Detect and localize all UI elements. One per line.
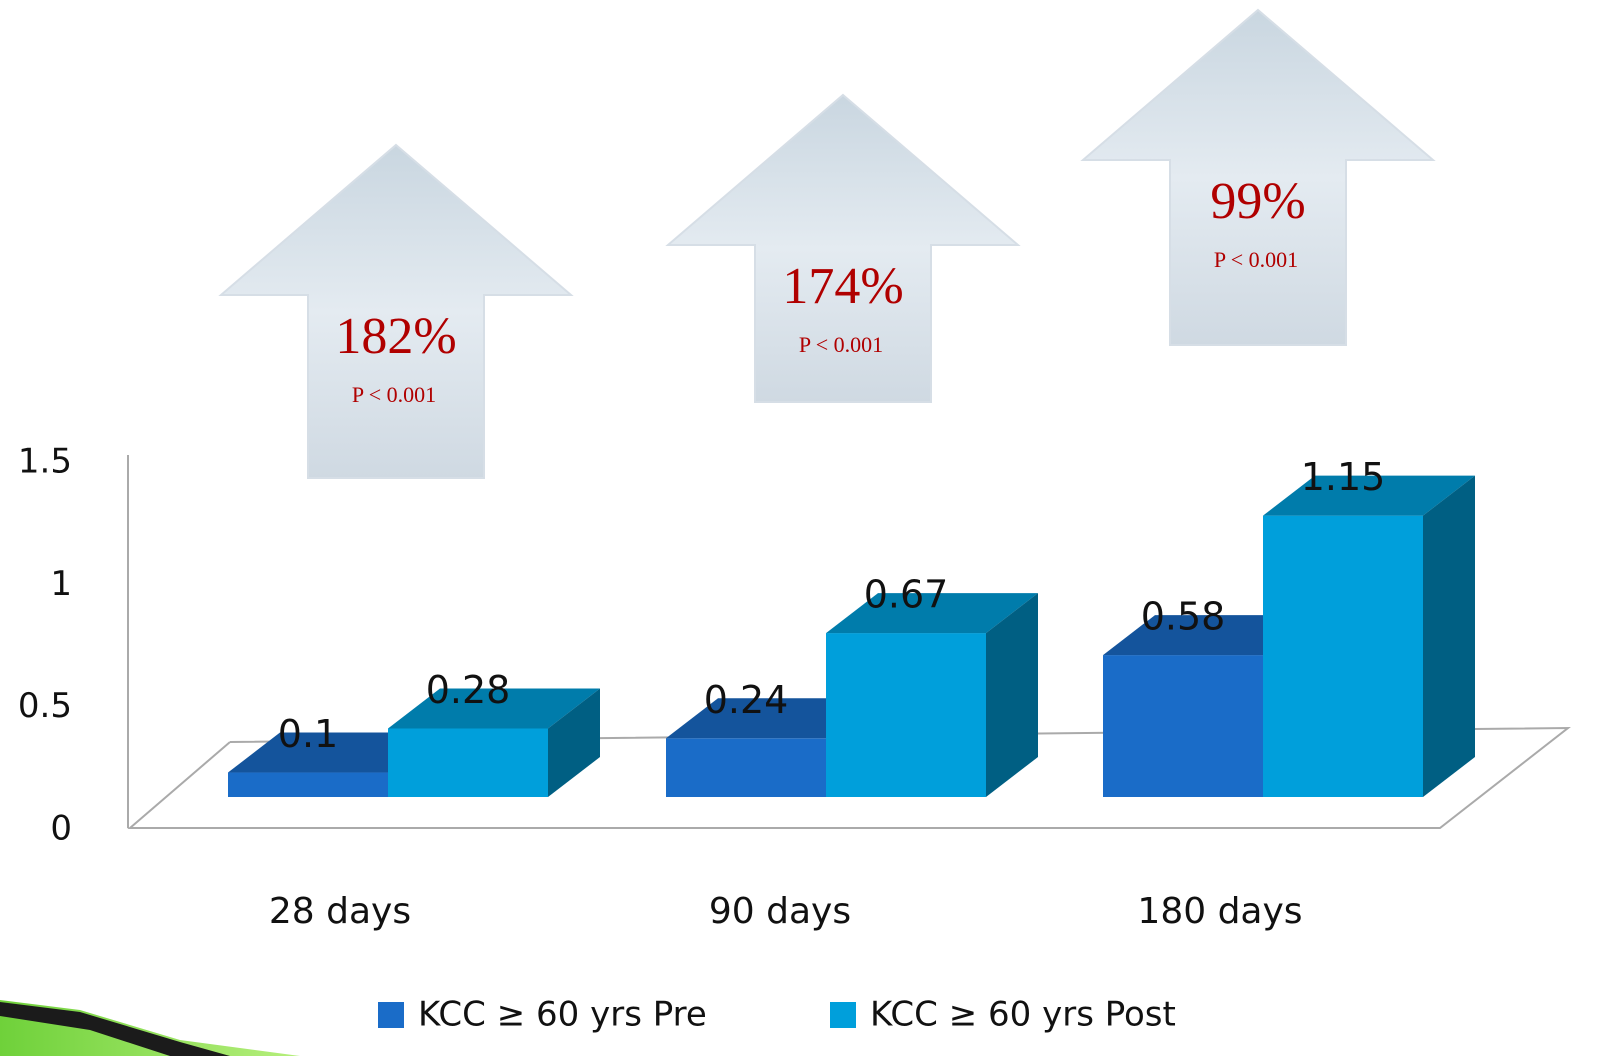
bar [1103, 655, 1263, 797]
legend-swatch [378, 1002, 404, 1028]
bar-side [1423, 475, 1475, 797]
bar-side [548, 688, 600, 797]
decoration [0, 1002, 230, 1056]
y-tick-label: 1 [50, 564, 72, 604]
legend-label: KCC ≥ 60 yrs Pre [418, 995, 707, 1035]
x-tick-label: 28 days [269, 891, 411, 932]
bar-top [826, 593, 1038, 634]
annotation-value: 99% [1210, 173, 1305, 230]
data-label: 0.1 [278, 712, 338, 756]
annotation-value: 174% [782, 258, 903, 315]
annotation-note: P < 0.001 [352, 382, 436, 407]
y-tick-label: 1.5 [18, 442, 72, 482]
legend-swatch [830, 1002, 856, 1028]
data-label: 0.28 [426, 668, 511, 712]
bar [388, 728, 548, 797]
bar [826, 633, 986, 797]
arrow [1080, 8, 1436, 346]
y-tick-label: 0 [50, 809, 72, 849]
bar [1263, 515, 1423, 797]
x-tick-label: 180 days [1137, 891, 1302, 932]
annotation-value: 182% [335, 308, 456, 365]
x-tick-label: 90 days [709, 891, 851, 932]
annotation-note: P < 0.001 [1214, 247, 1298, 272]
bar-top [388, 688, 600, 729]
y-tick-label: 0.5 [18, 686, 72, 726]
bar [228, 772, 388, 797]
data-label: 0.58 [1141, 595, 1226, 639]
bar-top [1103, 615, 1315, 656]
data-label: 1.15 [1301, 455, 1386, 499]
annotation-note: P < 0.001 [799, 332, 883, 357]
arrow [218, 143, 574, 479]
bar-top [666, 698, 878, 739]
bar [666, 738, 826, 797]
legend-label: KCC ≥ 60 yrs Post [870, 995, 1176, 1035]
arrow [665, 93, 1021, 403]
data-label: 0.67 [864, 573, 949, 617]
bar-side [986, 593, 1038, 797]
bar-top [228, 732, 440, 773]
data-label: 0.24 [704, 678, 789, 722]
bar-top [1263, 475, 1475, 516]
